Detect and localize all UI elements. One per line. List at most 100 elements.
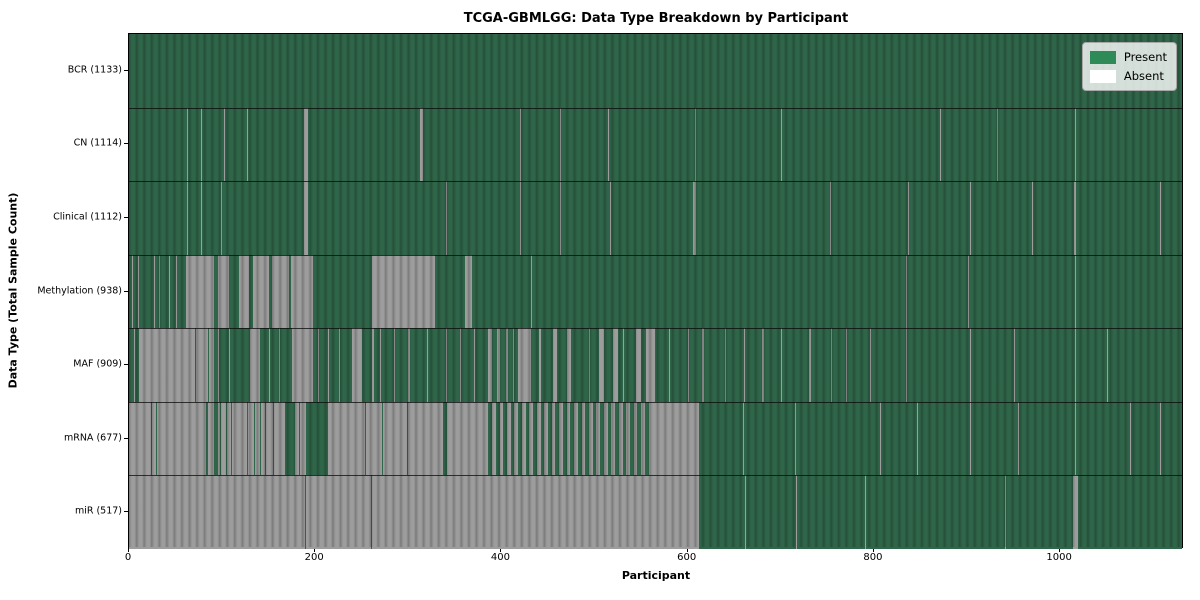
- absent-segment: [304, 181, 308, 255]
- absent-segment: [762, 328, 765, 402]
- heatmap-row-MAF: [129, 328, 1182, 402]
- absent-segment: [780, 328, 782, 402]
- xtick-mark: [872, 548, 874, 552]
- absent-segment: [268, 328, 270, 402]
- absent-segment: [158, 254, 160, 329]
- absent-segment: [459, 328, 461, 402]
- legend-present-label: Present: [1123, 50, 1167, 64]
- absent-segment: [372, 328, 374, 402]
- absent-segment: [607, 107, 609, 182]
- xtick-mark: [686, 548, 688, 552]
- heatmap-row-miR: [129, 475, 1182, 549]
- absent-segment: [305, 475, 372, 549]
- absent-segment: [208, 401, 214, 476]
- ytick-label-mRNA: mRNA (677): [63, 432, 122, 444]
- absent-segment: [218, 328, 220, 402]
- absent-segment: [247, 107, 249, 182]
- present-swatch-icon: [1089, 50, 1116, 64]
- absent-segment: [221, 401, 226, 476]
- absent-segment: [218, 254, 229, 329]
- absent-segment: [864, 475, 866, 549]
- absent-segment: [328, 401, 365, 476]
- absent-segment: [175, 254, 177, 329]
- absent-segment: [294, 401, 300, 476]
- absent-segment: [566, 328, 572, 402]
- absent-segment: [808, 328, 811, 402]
- absent-segment: [1075, 401, 1076, 476]
- absent-segment: [521, 401, 526, 476]
- absent-segment: [426, 328, 428, 402]
- absent-segment: [318, 328, 319, 402]
- absent-segment: [304, 107, 308, 182]
- absent-segment: [365, 401, 383, 476]
- absent-segment: [488, 328, 493, 402]
- absent-segment: [1032, 181, 1034, 255]
- heatmap-row-Clinical: [129, 181, 1182, 255]
- absent-segment: [669, 328, 670, 402]
- absent-segment: [131, 254, 133, 329]
- absent-segment: [588, 328, 590, 402]
- absent-segment: [274, 401, 286, 476]
- absent-segment: [152, 401, 156, 476]
- absent-segment: [996, 107, 998, 182]
- absent-segment: [420, 107, 424, 182]
- xtick-label-800: 800: [863, 552, 883, 563]
- absent-segment: [794, 401, 796, 476]
- absent-segment: [352, 328, 362, 402]
- absent-segment: [596, 401, 601, 476]
- ytick-mark: [124, 69, 128, 71]
- absent-segment: [538, 328, 541, 402]
- absent-segment: [228, 328, 230, 402]
- absent-segment: [433, 401, 443, 476]
- absent-segment: [967, 254, 969, 329]
- absent-segment: [492, 401, 496, 476]
- absent-segment: [613, 328, 618, 402]
- absent-segment: [622, 328, 624, 402]
- absent-segment: [618, 401, 623, 476]
- absent-segment: [209, 328, 214, 402]
- absent-segment: [830, 181, 832, 255]
- absent-segment: [514, 401, 519, 476]
- legend-absent-label: Absent: [1123, 69, 1164, 83]
- xtick-mark: [314, 548, 316, 552]
- absent-segment: [611, 401, 616, 476]
- ytick-mark: [124, 290, 128, 292]
- xtick-label-0: 0: [124, 552, 132, 563]
- absent-segment: [223, 107, 225, 182]
- absent-segment: [701, 328, 704, 402]
- absent-segment: [588, 401, 593, 476]
- absent-segment: [574, 401, 578, 476]
- heatmap-row-Methylation: [129, 254, 1182, 329]
- xtick-label-400: 400: [490, 552, 510, 563]
- absent-segment: [559, 401, 563, 476]
- absent-segment: [499, 401, 504, 476]
- absent-segment: [695, 107, 697, 182]
- absent-segment: [940, 107, 941, 182]
- absent-segment: [149, 328, 196, 402]
- absent-segment: [879, 401, 881, 476]
- heatmap-row-BCR: [129, 34, 1182, 108]
- absent-segment: [394, 328, 396, 402]
- heatmap-row-mRNA: [129, 401, 1182, 476]
- absent-segment: [496, 328, 500, 402]
- xtick-mark: [1059, 548, 1061, 552]
- absent-segment: [1159, 401, 1161, 476]
- ytick-label-Methylation: Methylation (938): [37, 285, 122, 296]
- absent-segment: [566, 401, 571, 476]
- absent-segment: [908, 181, 910, 255]
- absent-segment: [196, 328, 209, 402]
- absent-segment: [408, 401, 433, 476]
- absent-segment: [648, 401, 699, 476]
- absent-segment: [186, 107, 188, 182]
- ytick-mark: [124, 437, 128, 439]
- absent-segment: [1159, 181, 1161, 255]
- absent-segment: [724, 328, 726, 402]
- absent-segment: [278, 328, 280, 402]
- absent-segment: [905, 254, 907, 329]
- absent-segment: [200, 107, 202, 182]
- absent-segment: [603, 401, 608, 476]
- absent-segment: [743, 328, 746, 402]
- absent-segment: [445, 181, 447, 255]
- absent-segment: [969, 401, 971, 476]
